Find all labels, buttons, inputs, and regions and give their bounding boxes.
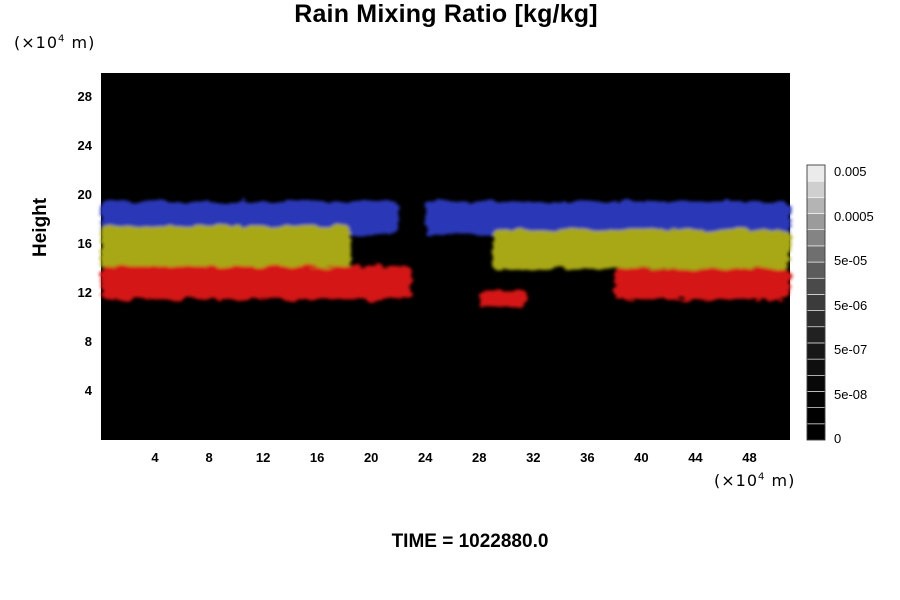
x-tick-label: 16 [309, 450, 325, 465]
y-tick-label: 20 [77, 187, 92, 203]
colorbar-tick-label: 5e-05 [834, 253, 868, 268]
y-axis-unit: (×104 m) [14, 33, 96, 52]
y-tick-label: 24 [77, 138, 92, 154]
x-tick-label: 36 [580, 450, 595, 465]
x-tick-label: 8 [205, 450, 213, 465]
colorbar-level [806, 391, 826, 408]
chart-title: Rain Mixing Ratio [kg/kg] [294, 0, 598, 28]
rain-field [101, 201, 790, 308]
colorbar-level [806, 245, 826, 263]
x-tick-label: 32 [526, 450, 541, 465]
colorbar-level [806, 229, 826, 247]
colorbar-level [806, 164, 826, 182]
x-tick-label: 28 [472, 450, 487, 465]
yellow-region [492, 229, 790, 269]
yellow-region [101, 225, 351, 272]
colorbar-level [806, 197, 826, 214]
x-tick-label: 4 [151, 450, 159, 465]
x-tick-label: 40 [634, 450, 649, 465]
x-tick-label: 20 [363, 450, 379, 465]
colorbar-level [806, 261, 826, 279]
colorbar-level [806, 358, 826, 376]
red-region [101, 266, 412, 300]
colorbar-tick-label: 0.005 [834, 164, 867, 179]
y-tick-label: 12 [77, 285, 92, 301]
y-tick-label: 4 [84, 383, 92, 399]
x-tick-label: 24 [418, 450, 433, 465]
colorbar [806, 164, 826, 441]
colorbar-level [806, 310, 826, 328]
colorbar-level [806, 326, 826, 344]
time-label: TIME = 1022880.0 [391, 531, 549, 552]
red-region [479, 289, 527, 308]
colorbar-tick-label: 5e-06 [834, 297, 868, 313]
x-tick-label: 44 [688, 450, 703, 465]
colorbar-level [806, 180, 826, 198]
x-tick-label: 12 [255, 450, 271, 465]
colorbar-level [806, 342, 826, 360]
colorbar-tick-label: 0 [834, 431, 842, 446]
y-tick-label: 8 [84, 334, 92, 350]
y-tick-label: 16 [77, 236, 92, 252]
colorbar-tick-label: 0.0005 [834, 208, 874, 224]
colorbar-level [806, 423, 826, 441]
y-tick-label: 28 [77, 89, 92, 105]
blue-region [425, 201, 790, 235]
colorbar-level [806, 374, 826, 392]
red-region [614, 268, 790, 300]
colorbar-frame [806, 164, 826, 441]
colorbar-tick-label: 5e-08 [834, 386, 868, 402]
colorbar-level [806, 213, 826, 231]
x-axis-unit: (×104 m) [714, 471, 796, 490]
x-tick-label: 48 [742, 450, 757, 465]
colorbar-tick-label: 5e-07 [834, 342, 868, 357]
colorbar-level [806, 294, 826, 311]
colorbar-level [806, 407, 826, 425]
colorbar-level [806, 277, 826, 295]
